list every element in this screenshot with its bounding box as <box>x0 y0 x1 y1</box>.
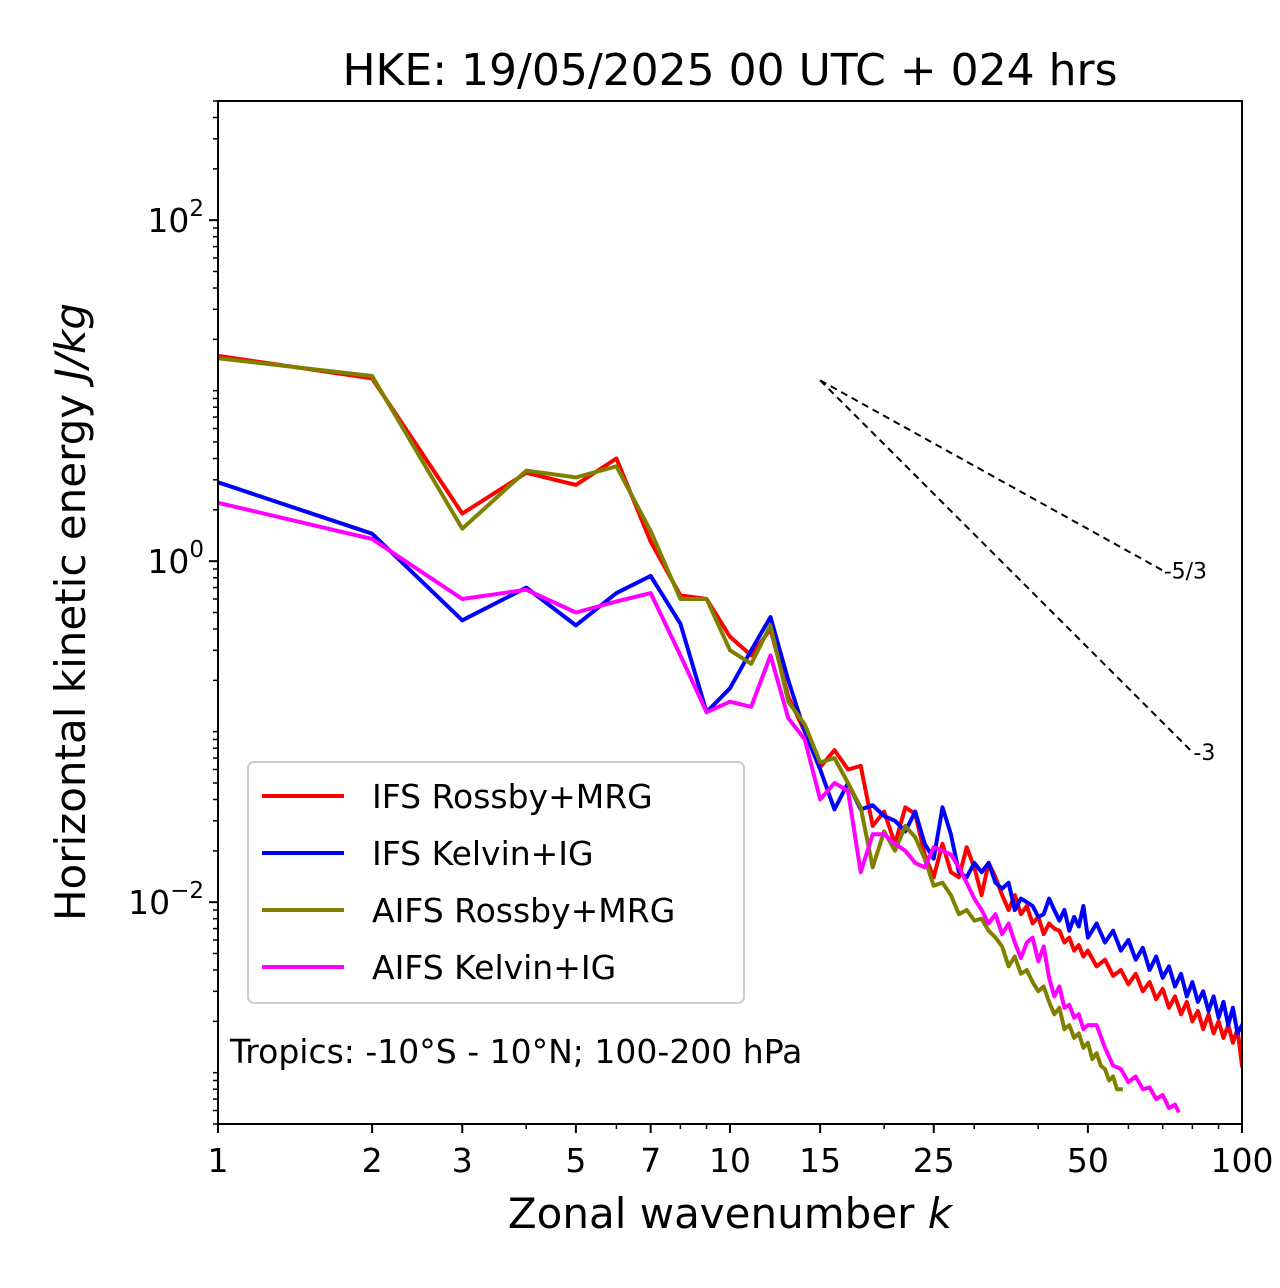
y-tick-label-1: 100 <box>147 537 204 581</box>
x-tick-label-0: 1 <box>208 1141 229 1180</box>
x-tick-label-8: 50 <box>1067 1141 1109 1180</box>
reference-line-0 <box>819 379 1164 572</box>
x-tick-label-1: 2 <box>362 1141 383 1180</box>
x-axis-label: Zonal wavenumber k <box>508 1189 954 1238</box>
legend-label-0: IFS Rossby+MRG <box>372 777 653 816</box>
y-tick-label-0: 10−2 <box>128 878 204 922</box>
series-line-2 <box>218 356 1123 1092</box>
chart-title: HKE: 19/05/2025 00 UTC + 024 hrs <box>342 45 1117 96</box>
x-tick-label-9: 100 <box>1211 1141 1274 1180</box>
reference-label-1: -3 <box>1193 741 1215 766</box>
reference-slopes: -5/3 -3 <box>819 379 1215 766</box>
region-annotation: Tropics: -10°S - 10°N; 100-200 hPa <box>229 1032 802 1071</box>
legend-label-2: AIFS Rossby+MRG <box>372 891 675 930</box>
x-tick-label-3: 5 <box>565 1141 586 1180</box>
series-line-3 <box>218 500 1181 1114</box>
series-line-1 <box>218 480 1242 1036</box>
y-axis: 10−2 100 102 <box>128 100 218 1125</box>
legend-label-3: AIFS Kelvin+IG <box>372 948 616 987</box>
reference-line-1 <box>819 379 1194 753</box>
legend-box <box>247 761 745 1004</box>
x-tick-label-2: 3 <box>452 1141 473 1180</box>
y-tick-label-2: 102 <box>147 196 204 240</box>
y-axis-label: Horizontal kinetic energy J/kg <box>46 303 95 921</box>
x-tick-label-4: 7 <box>640 1141 661 1180</box>
x-tick-label-7: 25 <box>913 1141 955 1180</box>
x-axis: 1 2 3 5 7 10 15 25 50 100 <box>208 1124 1274 1180</box>
series-layer <box>218 353 1242 1114</box>
reference-label-0: -5/3 <box>1164 559 1207 584</box>
x-tick-label-6: 15 <box>799 1141 841 1180</box>
legend-label-1: IFS Kelvin+IG <box>372 834 594 873</box>
x-tick-label-5: 10 <box>709 1141 751 1180</box>
legend: IFS Rossby+MRG IFS Kelvin+IG AIFS Rossby+M… <box>247 761 745 1004</box>
legend-items: IFS Rossby+MRG IFS Kelvin+IG AIFS Rossby+M… <box>262 777 675 987</box>
